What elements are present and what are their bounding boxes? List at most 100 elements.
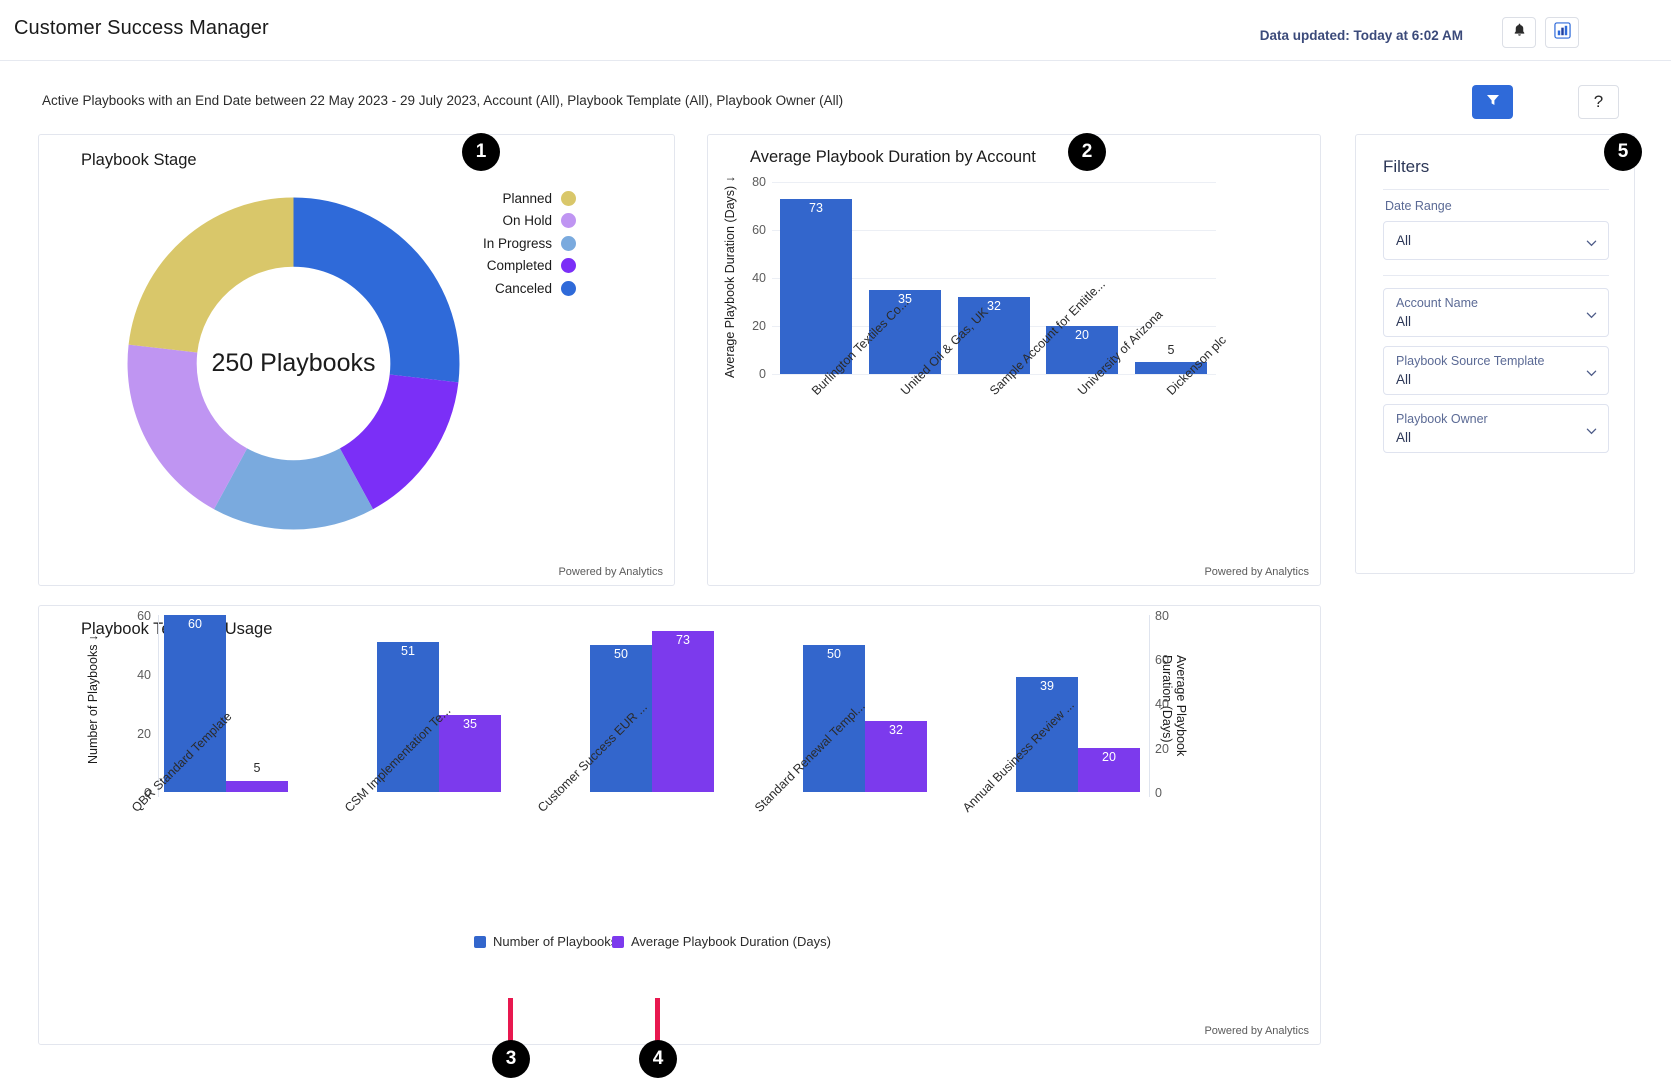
legend-swatch-on-hold xyxy=(561,213,577,229)
filter-select-account-name[interactable]: Account Name All xyxy=(1383,288,1609,337)
filter-select-date-range[interactable]: All xyxy=(1383,221,1609,260)
y-tick-20: 20 xyxy=(752,319,766,333)
bar-value: 32 xyxy=(889,723,903,737)
legend-label: In Progress xyxy=(483,235,553,251)
legend-label: Planned xyxy=(502,190,553,206)
callout-badge-5: 5 xyxy=(1604,133,1642,171)
legend-item-on-hold[interactable]: On Hold xyxy=(483,210,577,233)
gridline-60 xyxy=(772,230,1216,231)
gridline-40 xyxy=(772,278,1216,279)
bar-value: 35 xyxy=(463,717,477,731)
y-tick-80: 80 xyxy=(752,175,766,189)
powered-by-label: Powered by Analytics xyxy=(558,566,663,578)
legend-item-completed[interactable]: Completed xyxy=(483,255,577,278)
y-tick-60: 60 xyxy=(752,223,766,237)
bar-value: 73 xyxy=(809,201,823,215)
bar-renewal-count[interactable] xyxy=(803,645,865,792)
legend-label: Number of Playbooks xyxy=(493,934,618,949)
legend-swatch-in-progress xyxy=(561,235,577,251)
filters-panel: Filters Date Range All Account Name All … xyxy=(1355,134,1635,574)
callout-stem-4 xyxy=(655,998,660,1042)
bar-cseur-count[interactable] xyxy=(590,645,652,792)
filter-label-date-range: Date Range xyxy=(1385,199,1452,213)
gridline-80 xyxy=(772,182,1216,183)
bar-value: 50 xyxy=(614,647,628,661)
playbook-stage-donut[interactable]: 250 Playbooks xyxy=(121,191,466,536)
filters-title: Filters xyxy=(1383,157,1430,176)
data-updated-text: Data updated: Today at 6:02 AM xyxy=(1259,28,1463,43)
chevron-down-icon xyxy=(1586,423,1597,434)
bar-burlington-textiles[interactable] xyxy=(780,199,852,374)
bar-csm-duration[interactable] xyxy=(439,715,501,792)
usage-legend-count[interactable]: Number of Playbooks xyxy=(474,934,617,949)
legend-swatch-number-of-playbooks xyxy=(474,935,486,948)
bar-renewal-duration[interactable] xyxy=(865,721,927,792)
playbook-stage-title: Playbook Stage xyxy=(81,151,197,169)
usage-legend-duration[interactable]: Average Playbook Duration (Days) xyxy=(612,934,831,949)
bar-value: 50 xyxy=(827,647,841,661)
bar-university-arizona[interactable] xyxy=(1046,326,1118,374)
chevron-down-icon xyxy=(1586,307,1597,318)
legend-item-in-progress[interactable]: In Progress xyxy=(483,232,577,255)
right-tick-60: 60 xyxy=(1155,653,1169,667)
bar-value: 60 xyxy=(188,617,202,631)
y-tick-40: 40 xyxy=(752,271,766,285)
analytics-button[interactable] xyxy=(1545,17,1579,48)
bar-value: 39 xyxy=(1040,679,1054,693)
callout-badge-2: 2 xyxy=(1068,133,1106,171)
bar-qbr-duration[interactable] xyxy=(226,781,288,792)
callout-badge-4: 4 xyxy=(639,1040,677,1078)
right-tick-0: 0 xyxy=(1155,786,1162,800)
legend-label: Average Playbook Duration (Days) xyxy=(631,934,831,949)
page-title: Customer Success Manager xyxy=(14,17,269,39)
legend-label: On Hold xyxy=(502,213,553,229)
bar-sample-account[interactable] xyxy=(958,297,1030,374)
filter-toggle-button[interactable] xyxy=(1472,85,1513,119)
legend-item-planned[interactable]: Planned xyxy=(483,187,577,210)
left-tick-60: 60 xyxy=(137,609,151,623)
bar-csm-count[interactable] xyxy=(377,642,439,792)
chevron-down-icon xyxy=(1586,235,1597,246)
avg-duration-title: Average Playbook Duration by Account xyxy=(750,148,1036,166)
legend-swatch-completed xyxy=(561,258,577,274)
legend-item-canceled[interactable]: Canceled xyxy=(483,277,577,300)
bar-value: 32 xyxy=(987,299,1001,313)
bar-abr-count[interactable] xyxy=(1016,677,1078,792)
filter-label-playbook-owner: Playbook Owner xyxy=(1396,412,1488,426)
right-tick-80: 80 xyxy=(1155,609,1169,623)
funnel-icon xyxy=(1485,92,1501,113)
right-tick-20: 20 xyxy=(1155,742,1169,756)
bar-qbr-count[interactable] xyxy=(164,615,226,792)
bar-value: 20 xyxy=(1075,328,1089,342)
gridline-0 xyxy=(772,374,1216,375)
filters-divider xyxy=(1383,189,1609,190)
filter-value: All xyxy=(1396,314,1412,329)
donut-svg xyxy=(127,197,460,530)
filter-label-playbook-source-template: Playbook Source Template xyxy=(1396,354,1545,368)
legend-swatch-avg-duration xyxy=(612,935,624,948)
legend-label: Canceled xyxy=(494,280,553,296)
filter-value: All xyxy=(1396,430,1412,445)
callout-stem-3 xyxy=(508,998,513,1042)
left-tick-0: 0 xyxy=(144,786,151,800)
bar-value: 5 xyxy=(253,761,261,775)
bar-united-oil-gas[interactable] xyxy=(869,290,941,374)
help-button[interactable]: ? xyxy=(1578,85,1619,119)
bell-icon xyxy=(1512,22,1527,43)
filter-value: All xyxy=(1396,233,1412,248)
bar-cseur-duration[interactable] xyxy=(652,631,714,792)
playbook-stage-card: Playbook Stage 250 Playbooks xyxy=(38,134,675,586)
filters-divider-2 xyxy=(1383,275,1609,276)
filter-select-playbook-source-template[interactable]: Playbook Source Template All xyxy=(1383,346,1609,395)
left-axis-line xyxy=(158,615,159,797)
filter-select-playbook-owner[interactable]: Playbook Owner All xyxy=(1383,404,1609,453)
notifications-button[interactable] xyxy=(1502,17,1536,48)
callout-badge-1: 1 xyxy=(462,133,500,171)
top-bar: Customer Success Manager Data updated: T… xyxy=(0,0,1671,61)
bar-abr-duration[interactable] xyxy=(1078,748,1140,792)
bar-value: 5 xyxy=(1167,343,1175,357)
analytics-bar-icon xyxy=(1553,21,1571,44)
usage-right-axis-title: Average Playbook Duration (Days) xyxy=(1160,655,1188,757)
bar-dickenson-plc[interactable] xyxy=(1135,362,1207,374)
